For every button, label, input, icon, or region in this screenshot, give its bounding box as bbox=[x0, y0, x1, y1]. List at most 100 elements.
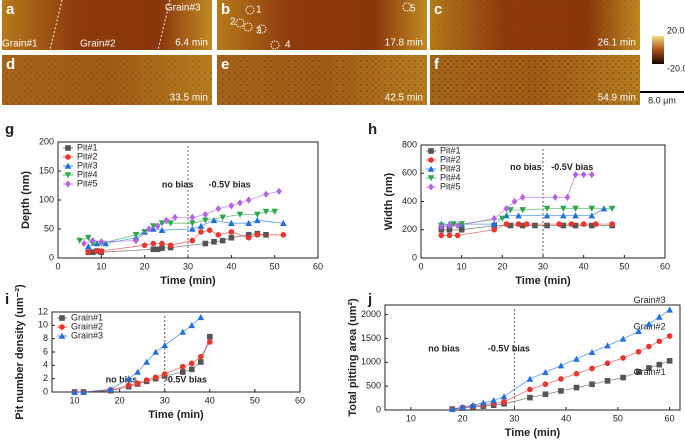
annotation: no bias bbox=[162, 179, 194, 189]
data-point bbox=[491, 214, 497, 223]
data-point bbox=[646, 343, 652, 350]
data-point bbox=[635, 348, 642, 355]
data-point bbox=[210, 217, 218, 224]
data-point bbox=[141, 242, 148, 249]
x-tick-label: 20 bbox=[458, 413, 468, 423]
data-point bbox=[189, 225, 196, 232]
data-point bbox=[188, 366, 195, 373]
data-point bbox=[85, 249, 92, 255]
data-point bbox=[557, 362, 565, 369]
data-point bbox=[85, 234, 92, 241]
plot-frame bbox=[384, 304, 681, 411]
data-point bbox=[154, 246, 161, 253]
data-point bbox=[197, 222, 205, 229]
y-axis-label: Pit number density (um⁻²) bbox=[14, 284, 26, 420]
data-point bbox=[167, 220, 174, 227]
annotation: -0.5V bias bbox=[209, 179, 251, 189]
data-point bbox=[207, 339, 213, 345]
legend-label: Pit#4 bbox=[77, 169, 98, 179]
time-label: 33.5 min bbox=[170, 93, 208, 104]
time-label: 6.4 min bbox=[175, 38, 208, 49]
data-point bbox=[620, 355, 626, 361]
data-point bbox=[609, 221, 615, 227]
data-point bbox=[519, 207, 526, 214]
annotation: no bias bbox=[510, 162, 542, 172]
data-point bbox=[80, 388, 87, 395]
x-tick-label: 30 bbox=[509, 413, 519, 423]
data-point bbox=[573, 370, 580, 377]
pit-texture bbox=[217, 55, 427, 105]
data-point bbox=[125, 375, 132, 382]
legend-marker bbox=[65, 154, 71, 160]
data-point bbox=[179, 363, 186, 370]
data-point bbox=[141, 229, 148, 236]
legend-label: Pit#3 bbox=[440, 163, 461, 173]
x-axis-label: Time (min) bbox=[505, 427, 561, 439]
annotation: -0.5V bias bbox=[165, 374, 207, 384]
data-point bbox=[469, 401, 477, 409]
data-point bbox=[198, 353, 204, 360]
x-axis-label: Time (min) bbox=[515, 275, 571, 287]
data-point bbox=[271, 208, 278, 215]
data-point bbox=[237, 199, 243, 207]
image-note: 3 bbox=[256, 26, 262, 37]
x-tick-label: 60 bbox=[295, 395, 305, 405]
legend-label: Pit#5 bbox=[77, 178, 98, 188]
y-tick-label: 1500 bbox=[361, 333, 381, 343]
data-point bbox=[207, 333, 213, 340]
data-point bbox=[527, 394, 533, 401]
data-point bbox=[560, 212, 567, 219]
data-point bbox=[438, 223, 445, 231]
data-point bbox=[172, 213, 178, 221]
data-point bbox=[507, 222, 514, 229]
data-point bbox=[499, 215, 506, 222]
data-point bbox=[254, 217, 261, 224]
data-point bbox=[202, 217, 209, 224]
data-point bbox=[179, 369, 186, 375]
data-point bbox=[89, 237, 96, 245]
time-label: 17.8 min bbox=[385, 38, 423, 49]
x-tick-label: 40 bbox=[561, 413, 571, 423]
y-tick-label: 0 bbox=[49, 252, 54, 262]
x-tick-label: 60 bbox=[313, 261, 323, 271]
series-line bbox=[88, 219, 284, 247]
x-tick-label: 40 bbox=[205, 395, 215, 405]
data-point bbox=[211, 238, 217, 245]
data-point bbox=[500, 393, 508, 400]
data-point bbox=[280, 232, 287, 238]
data-point bbox=[150, 240, 157, 247]
y-tick-label: 12 bbox=[38, 306, 48, 316]
y-tick-label: 0 bbox=[376, 404, 381, 414]
data-point bbox=[245, 196, 252, 204]
data-point bbox=[490, 220, 498, 227]
data-point bbox=[98, 248, 105, 254]
data-point bbox=[146, 225, 152, 233]
data-point bbox=[228, 202, 235, 210]
data-point bbox=[107, 386, 114, 393]
panel-letter: c bbox=[434, 1, 442, 18]
data-point bbox=[635, 327, 642, 335]
y-tick-label: 0 bbox=[43, 386, 48, 396]
data-point bbox=[589, 222, 595, 229]
x-tick-label: 10 bbox=[457, 261, 467, 271]
data-point bbox=[150, 246, 157, 253]
legend-label: Pit#5 bbox=[440, 181, 461, 191]
pit-texture bbox=[430, 55, 640, 105]
data-point bbox=[573, 355, 580, 362]
x-tick-label: 20 bbox=[115, 395, 125, 405]
pit-outline bbox=[235, 18, 245, 28]
x-tick-label: 20 bbox=[497, 261, 507, 271]
x-tick-label: 60 bbox=[665, 413, 675, 423]
annotation: -0.5V bias bbox=[488, 343, 530, 353]
afm-image bbox=[2, 0, 212, 50]
data-point bbox=[134, 368, 141, 375]
data-point bbox=[98, 238, 105, 246]
data-point bbox=[527, 386, 533, 393]
data-point bbox=[254, 232, 261, 238]
x-tick-label: 40 bbox=[226, 261, 236, 271]
data-point bbox=[572, 205, 579, 212]
data-point bbox=[572, 171, 579, 179]
data-point bbox=[544, 222, 550, 229]
legend-label: Grain#1 bbox=[71, 312, 103, 322]
